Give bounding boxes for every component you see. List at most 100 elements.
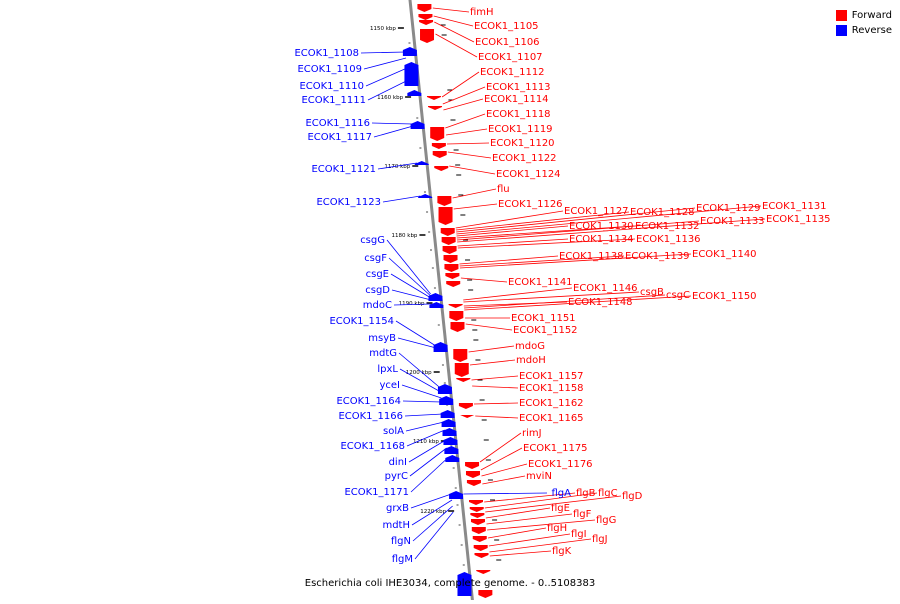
forward-gene-leader <box>488 533 571 547</box>
reverse-gene-leader <box>402 400 442 403</box>
forward-gene-label: ECOK1_1162 <box>519 398 584 409</box>
forward-gene-label: fimH <box>470 7 494 18</box>
forward-gene-arrow <box>470 519 485 525</box>
reverse-gene-leader <box>398 352 441 389</box>
forward-gene-arrow <box>478 590 493 598</box>
forward-gene-leader <box>486 513 573 525</box>
forward-gene-leader <box>457 238 569 247</box>
forward-gene-arrow <box>443 255 458 263</box>
forward-gene-leader <box>443 98 484 111</box>
forward-gene-label: ECOK1_1135 <box>766 214 831 225</box>
reverse-gene-arrow <box>457 572 472 596</box>
reverse-gene-label: mdtG <box>369 348 397 359</box>
forward-swatch-icon <box>835 10 847 21</box>
forward-gene-leader <box>455 211 630 231</box>
reverse-gene-arrow <box>441 419 456 427</box>
forward-gene-arrow <box>440 228 455 236</box>
reverse-gene-label: csgE <box>366 269 389 280</box>
forward-gene-leader <box>452 188 497 199</box>
reverse-gene-label: csgF <box>364 253 387 264</box>
forward-gene-label: ECOK1_1112 <box>480 67 545 78</box>
reverse-swatch-icon <box>835 25 847 36</box>
forward-gene-label: ECOK1_1151 <box>511 313 576 324</box>
forward-gene-leader <box>459 255 625 267</box>
reverse-gene-label: ECOK1_1171 <box>344 487 409 498</box>
forward-gene-arrow <box>445 273 460 279</box>
forward-gene-leader <box>434 21 475 43</box>
forward-gene-leader <box>453 203 498 210</box>
reverse-gene-arrow <box>404 62 419 86</box>
forward-gene-arrow <box>419 20 434 25</box>
reverse-gene-label: ECOK1_1168 <box>340 441 405 452</box>
forward-gene-label: flgH <box>547 523 567 534</box>
forward-gene-label: flgJ <box>592 534 608 545</box>
forward-gene-leader <box>457 238 636 249</box>
reverse-gene-label: ECOK1_1123 <box>316 197 381 208</box>
reverse-gene-leader <box>360 51 406 54</box>
forward-gene-leader <box>456 225 635 239</box>
reverse-gene-leader <box>390 273 432 299</box>
forward-gene-arrow <box>449 311 464 321</box>
reverse-gene-arrow <box>410 121 425 129</box>
forward-gene-arrow <box>460 415 475 418</box>
reverse-gene-leader <box>412 505 453 542</box>
kbp-tick-label: 1190 kbp <box>399 301 425 307</box>
reverse-gene-leader <box>401 384 442 399</box>
forward-gene-leader <box>432 7 470 13</box>
reverse-gene-leader <box>382 195 421 203</box>
forward-gene-label: ECOK1_1126 <box>498 199 563 210</box>
forward-gene-leader <box>465 323 513 331</box>
reverse-gene-arrow <box>414 161 429 165</box>
forward-gene-label: ECOK1_1131 <box>762 201 827 212</box>
reverse-gene-leader <box>406 429 445 447</box>
forward-gene-arrow <box>469 500 483 505</box>
forward-gene-arrow <box>431 143 446 149</box>
forward-gene-label: ECOK1_1107 <box>478 52 543 63</box>
forward-gene-arrow <box>473 545 488 551</box>
forward-gene-label: ECOK1_1119 <box>488 124 553 135</box>
reverse-gene-arrow <box>442 428 457 436</box>
forward-gene-label: ECOK1_1139 <box>625 251 690 262</box>
reverse-gene-leader <box>410 457 448 493</box>
kbp-tick-label: 1200 kbp <box>406 370 432 376</box>
forward-gene-arrow <box>469 507 484 512</box>
forward-gene-label: flgB <box>576 488 596 499</box>
forward-gene-leader <box>484 492 598 509</box>
forward-gene-label: ECOK1_1146 <box>573 283 638 294</box>
reverse-gene-label: pyrC <box>385 471 408 482</box>
forward-gene-arrow <box>437 196 452 206</box>
reverse-gene-label: mdtH <box>382 520 410 531</box>
forward-gene-leader <box>447 151 492 159</box>
forward-gene-arrow <box>417 4 432 12</box>
reverse-gene-arrow <box>440 410 455 418</box>
forward-gene-arrow <box>458 403 473 409</box>
forward-gene-label: rimJ <box>522 428 542 439</box>
forward-gene-arrow <box>426 96 441 100</box>
reverse-gene-leader <box>463 492 548 495</box>
forward-gene-arrow <box>466 480 481 486</box>
reverse-gene-leader <box>367 79 409 101</box>
forward-gene-label: flu <box>497 184 510 195</box>
reverse-gene-label: flgN <box>391 536 411 547</box>
forward-gene-label: ECOK1_1124 <box>496 169 561 180</box>
forward-gene-leader <box>435 33 478 58</box>
reverse-gene-leader <box>397 337 437 349</box>
forward-gene-leader <box>469 359 516 366</box>
reverse-gene-label: ECOK1_1110 <box>299 81 364 92</box>
forward-gene-leader <box>489 538 592 553</box>
forward-gene-label: ECOK1_1134 <box>569 234 634 245</box>
forward-gene-arrow <box>465 471 480 478</box>
forward-gene-leader <box>446 142 490 145</box>
reverse-gene-leader <box>386 239 431 295</box>
reverse-gene-arrow <box>444 446 459 454</box>
forward-gene-arrow <box>430 127 445 141</box>
forward-gene-label: csgC <box>666 290 690 301</box>
forward-gene-leader <box>471 375 519 381</box>
forward-gene-leader <box>457 218 766 243</box>
forward-gene-leader <box>489 550 552 557</box>
forward-gene-leader <box>479 432 522 463</box>
reverse-gene-label: yceI <box>379 380 400 391</box>
forward-gene-label: csgB <box>640 287 664 298</box>
forward-gene-leader <box>456 220 700 241</box>
genome-backbone <box>408 0 475 604</box>
